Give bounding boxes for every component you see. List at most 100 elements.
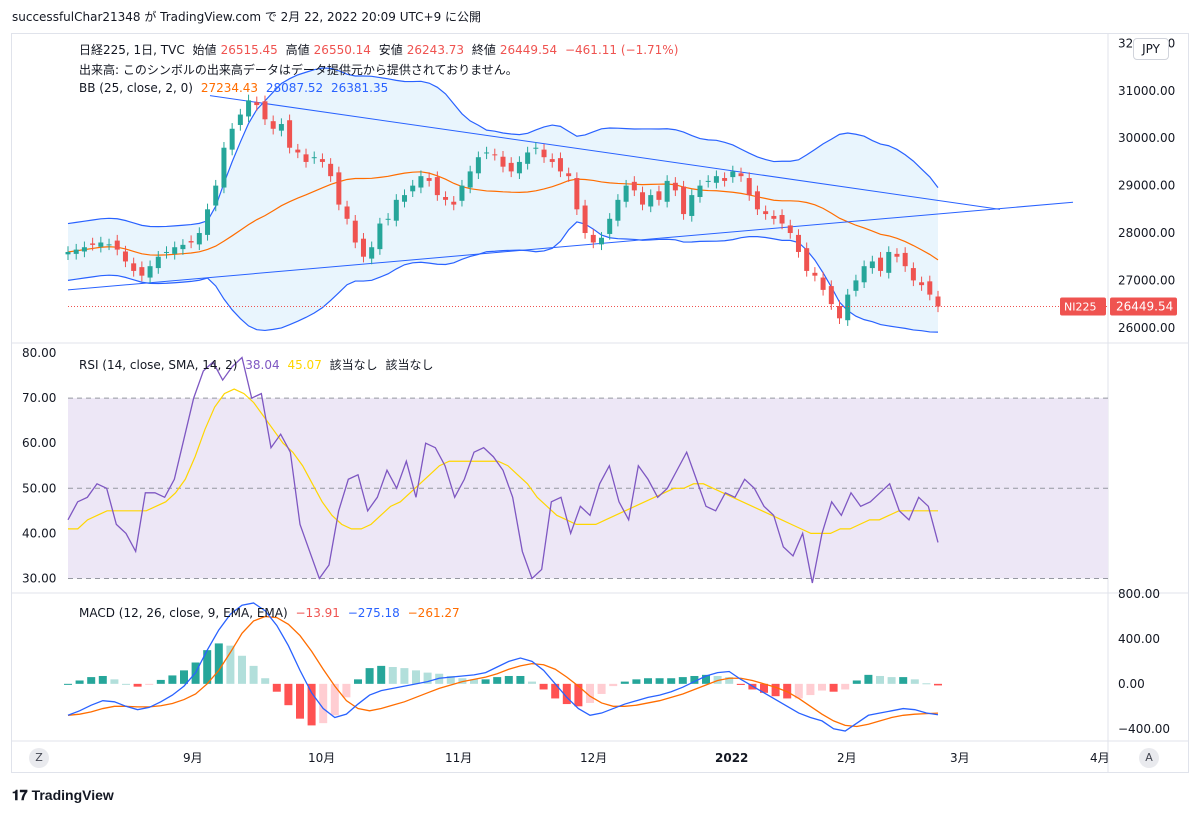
candle-body (131, 263, 137, 271)
rsi-line (67, 356, 939, 584)
macd-hist-bar (934, 683, 942, 686)
currency-button[interactable]: JPY (1133, 38, 1169, 60)
rsi-tick-label: 50.00 (22, 481, 56, 495)
candle-body (492, 154, 498, 156)
candle-body (122, 251, 128, 262)
price-tick-label: 30000.00 (1118, 131, 1175, 145)
price-tag-value-bg (1110, 297, 1177, 316)
candle-body (459, 185, 465, 201)
time-tick-label: 9月 (183, 751, 203, 765)
candle-body (541, 149, 547, 158)
candle-body (319, 159, 325, 162)
candle-body (730, 171, 736, 178)
macd-hist-bar (342, 683, 351, 698)
candle-body (385, 218, 391, 220)
candle-body (656, 191, 662, 200)
macd-tick-label: 800.00 (1118, 587, 1160, 601)
bb-upper-line (67, 67, 939, 228)
rsi-tick-label: 30.00 (22, 571, 56, 585)
macd-hist-bar (412, 670, 420, 684)
macd-signal-line (67, 615, 939, 728)
time-tick-label: 4月 (1090, 751, 1110, 765)
macd-hist-bar (168, 675, 177, 684)
bb-legend: BB (25, close, 2, 0) 27234.43 28087.52 2… (79, 81, 392, 95)
candle-body (410, 185, 416, 192)
macd-hist-bar (852, 680, 861, 684)
macd-hist-bar (678, 677, 687, 684)
macd-hist-bar (75, 680, 84, 684)
candle-body (648, 195, 654, 207)
candle-body (804, 248, 810, 271)
candle-body (451, 201, 457, 205)
macd-hist-bar (864, 674, 873, 684)
candle-body (180, 244, 186, 250)
macd-hist-bar (516, 675, 525, 684)
candle-body (352, 220, 358, 243)
high-value: 26550.14 (313, 43, 371, 57)
rsi-tick-label: 70.00 (22, 391, 56, 405)
candle-body (287, 120, 293, 148)
candle-body (672, 182, 678, 191)
candle-body (426, 178, 432, 181)
candle-body (574, 178, 580, 210)
tradingview-mark-icon: 𝟏𝟕 (12, 787, 28, 803)
macd-hist-value: −13.91 (295, 606, 340, 620)
price-tag-symbol: NI225 (1064, 300, 1096, 313)
macd-hist-bar (887, 677, 896, 684)
candle-body (172, 247, 178, 254)
macd-hist-bar (272, 683, 281, 692)
candle-body (623, 185, 629, 202)
candle-body (393, 199, 399, 221)
candle-body (902, 252, 908, 267)
candle-body (336, 172, 342, 205)
candle-body (705, 180, 711, 182)
time-tick-label: 10月 (308, 751, 335, 765)
macd-hist-bar (226, 645, 235, 684)
candle-body (163, 251, 169, 253)
candle-body (237, 114, 243, 125)
macd-hist-bar (562, 683, 571, 705)
rsi-legend: RSI (14, close, SMA, 14, 2) 38.04 45.07 … (79, 356, 438, 373)
scale-toggle-right[interactable]: A (1139, 748, 1159, 768)
macd-hist-bar (690, 675, 699, 684)
candle-body (114, 240, 120, 250)
macd-hist-bar (98, 675, 107, 684)
macd-tick-label: 0.00 (1118, 677, 1145, 691)
macd-hist-bar (574, 683, 583, 707)
candle-body (90, 243, 96, 245)
rsi-value: 38.04 (245, 358, 280, 372)
candle-body (566, 173, 572, 177)
macd-tick-label: 400.00 (1118, 632, 1160, 646)
publish-caption: successfulChar21348 が TradingView.com で … (12, 10, 482, 24)
candle-body (598, 237, 604, 245)
candle-body (295, 149, 301, 153)
candle-body (582, 205, 588, 234)
candle-body (607, 218, 613, 234)
bb-lower-line (67, 221, 939, 333)
macd-hist-bar (249, 665, 258, 684)
candle-body (763, 211, 769, 215)
macd-hist-bar (806, 683, 815, 696)
candle-body (935, 296, 941, 307)
candle-body (820, 277, 826, 290)
macd-hist-bar (261, 678, 270, 684)
macd-hist-bar (736, 683, 745, 685)
candle-body (65, 251, 71, 255)
scale-toggle-left[interactable]: Z (29, 748, 49, 768)
macd-hist-bar (539, 683, 548, 690)
candle-body (155, 256, 161, 269)
macd-hist-bar (365, 668, 374, 684)
macd-hist-bar (528, 681, 536, 684)
macd-hist-bar (794, 683, 803, 699)
macd-hist-bar (423, 672, 432, 684)
macd-hist-bar (64, 683, 72, 685)
macd-hist-bar (829, 683, 838, 692)
candle-body (640, 192, 646, 205)
tradingview-logo[interactable]: 𝟏𝟕 TradingView (12, 787, 114, 804)
rsi-label: RSI (14, close, SMA, 14, 2) (79, 358, 238, 372)
macd-hist-bar (632, 679, 641, 684)
macd-hist-bar (620, 681, 629, 684)
macd-hist-bar (841, 683, 850, 690)
macd-hist-bar (354, 679, 362, 684)
